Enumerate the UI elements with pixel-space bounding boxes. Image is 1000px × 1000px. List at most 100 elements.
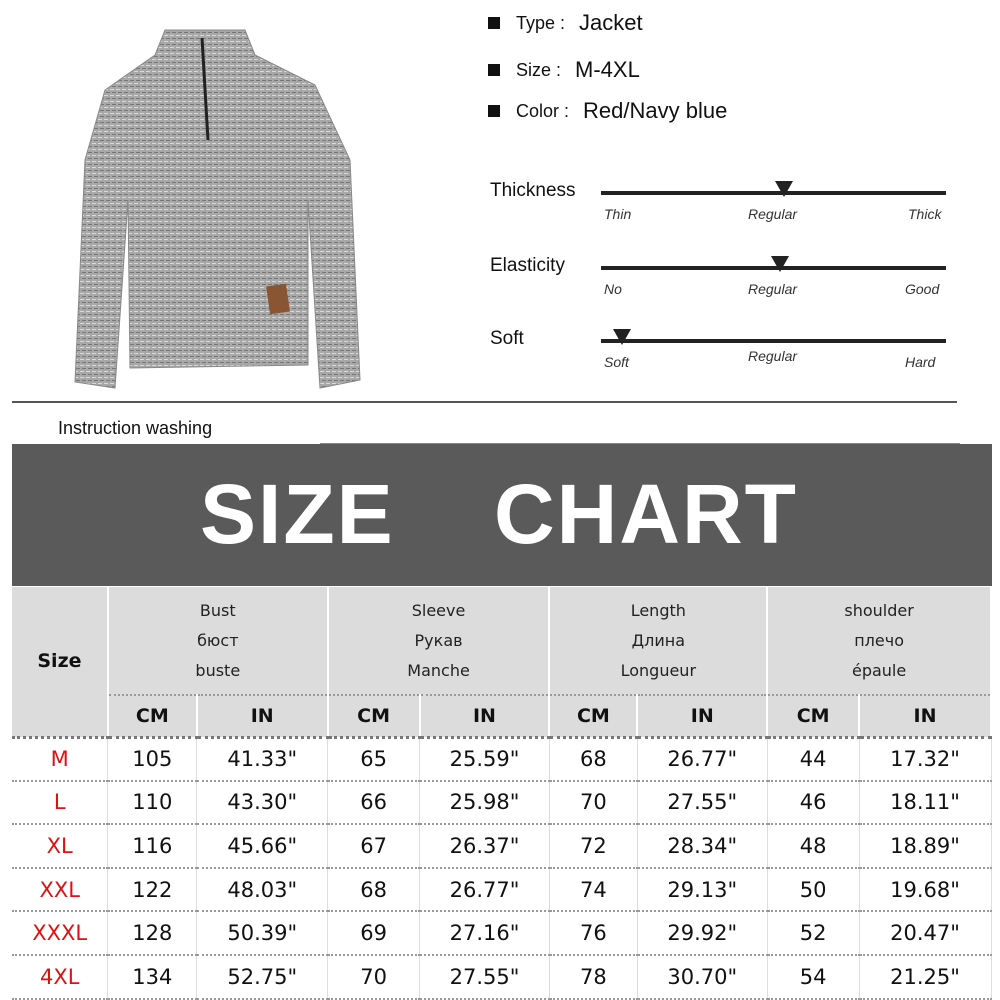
measurement-cell: 41.33" (196, 737, 329, 782)
unit-header-cm: CM (327, 695, 421, 739)
unit-header-in: IN (859, 695, 992, 739)
scale-tick-label: Soft (604, 354, 629, 370)
measurement-cell: 66 (327, 780, 421, 826)
measurement-cell: 72 (549, 824, 638, 869)
size-label: XXXL (12, 911, 109, 956)
measurement-cell: 67 (327, 824, 421, 869)
measurement-cell: 18.89" (859, 824, 992, 869)
size-label: XXL (12, 867, 109, 913)
jacket-product-image (74, 29, 361, 389)
scale-label: Soft (490, 328, 524, 349)
measurement-cell: 20.47" (859, 911, 992, 956)
scale-tick-label: No (604, 281, 622, 297)
measurement-cell: 122 (107, 867, 198, 913)
measurement-cell: 74 (549, 867, 638, 913)
measurement-cell: 29.92" (637, 911, 768, 956)
scale-label: Thickness (490, 180, 576, 201)
measurement-cell: 27.55" (419, 954, 550, 1000)
no-tumble-dry-icon (527, 410, 557, 436)
unit-header-in: IN (637, 695, 769, 739)
dry-flat-icon (620, 410, 650, 436)
measurement-cell: 52 (767, 911, 860, 956)
wash-30-icon (332, 410, 362, 436)
measurement-cell: 116 (107, 824, 198, 869)
measurement-cell: 68 (327, 867, 421, 913)
measurement-cell: 29.13" (637, 867, 768, 913)
unit-header-in: IN (196, 695, 329, 739)
table-row: XXL 122 48.03" 68 26.77" 74 29.13" 50 19.68" (12, 867, 992, 913)
size-column-header: Size (12, 587, 109, 739)
measurement-cell: 70 (327, 954, 421, 1000)
measurement-cell: 25.59" (419, 737, 550, 782)
unit-header-cm: CM (549, 695, 639, 739)
group-header-shoulder: shoulder плечо épaule (767, 587, 992, 696)
size-label: M (12, 737, 109, 782)
no-bleach-icon (430, 410, 460, 436)
table-row: XXXL 128 50.39" 69 27.16" 76 29.92" 52 20.47" (12, 911, 992, 956)
measurement-cell: 65 (327, 737, 421, 782)
scale-track (601, 339, 946, 343)
bullet-icon (488, 105, 500, 117)
measurement-cell: 105 (107, 737, 198, 782)
measurement-cell: 30.70" (637, 954, 768, 1000)
spec-key: Color : (516, 100, 570, 121)
measurement-cell: 69 (327, 911, 421, 956)
scale-track (601, 191, 946, 195)
washing-divider-top (12, 401, 957, 403)
washing-label: Instruction washing (58, 418, 213, 438)
unit-header-cm: CM (767, 695, 861, 739)
scale-tick-label: Thick (908, 206, 942, 222)
measurement-cell: 44 (767, 737, 860, 782)
hand-wash-icon (907, 410, 937, 436)
measurement-cell: 25.98" (419, 780, 550, 826)
spec-value: Jacket (579, 10, 643, 35)
measurement-cell: 45.66" (196, 824, 329, 869)
table-row: M 105 41.33" 65 25.59" 68 26.77" 44 17.32" (12, 737, 992, 782)
size-label: 4XL (12, 954, 109, 1000)
group-header-bust: Bust бюст buste (107, 587, 329, 696)
measurement-cell: 70 (549, 780, 638, 826)
spec-key: Type : (516, 12, 566, 33)
measurement-cell: 128 (107, 911, 198, 956)
measurement-cell: 134 (107, 954, 198, 1000)
scale-tick-label: Hard (905, 354, 936, 370)
measurement-cell: 21.25" (859, 954, 992, 1000)
no-iron-icon (715, 410, 745, 436)
banner-word: SIZE (200, 467, 395, 561)
no-wring-icon (810, 410, 840, 436)
measurement-cell: 43.30" (196, 780, 329, 826)
measurement-cell: 18.11" (859, 780, 992, 826)
spec-value: Red/Navy blue (583, 98, 728, 123)
measurement-cell: 50.39" (196, 911, 329, 956)
banner-word: CHART (494, 467, 798, 561)
measurement-cell: 68 (549, 737, 638, 782)
measurement-cell: 26.77" (419, 867, 550, 913)
measurement-cell: 28.34" (637, 824, 768, 869)
measurement-cell: 26.77" (637, 737, 768, 782)
scale-marker-icon (774, 181, 793, 197)
measurement-cell: 54 (767, 954, 860, 1000)
measurement-cell: 48.03" (196, 867, 329, 913)
measurement-cell: 52.75" (196, 954, 329, 1000)
size-chart-banner: SIZE CHART (12, 444, 992, 586)
table-row: XL 116 45.66" 67 26.37" 72 28.34" 48 18.89" (12, 824, 992, 869)
measurement-cell: 27.55" (637, 780, 768, 826)
spec-type: Type : Jacket (488, 10, 643, 36)
table-row: 4XL 134 52.75" 70 27.55" 78 30.70" 54 21.25" (12, 954, 992, 1000)
scale-label: Elasticity (490, 255, 565, 276)
size-label: L (12, 780, 109, 826)
spec-color: Color : Red/Navy blue (488, 98, 727, 124)
unit-header-cm: CM (107, 695, 198, 739)
measurement-cell: 17.32" (859, 737, 992, 782)
bullet-icon (488, 64, 500, 76)
spec-size: Size : M-4XL (488, 57, 640, 83)
scale-tick-label: Regular (748, 281, 798, 297)
measurement-cell: 76 (549, 911, 638, 956)
size-label: XL (12, 824, 109, 869)
unit-header-in: IN (419, 695, 551, 739)
bullet-icon (488, 17, 500, 29)
scale-tick-label: Regular (748, 348, 798, 364)
measurement-cell: 19.68" (859, 867, 992, 913)
scale-marker-icon (771, 256, 790, 272)
size-table: Size Bust бюст buste Sleeve Рукав Manche Len… (12, 587, 992, 1000)
